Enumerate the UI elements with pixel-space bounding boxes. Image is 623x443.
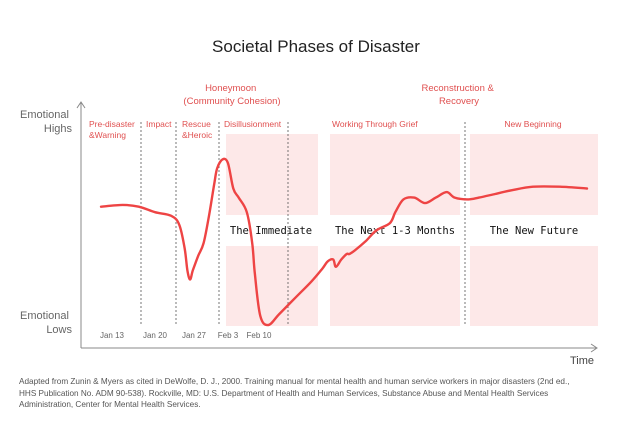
band-label-next-months: The Next 1-3 Months	[335, 225, 455, 237]
tick-label: Jan 20	[143, 331, 168, 340]
band-strips	[226, 215, 598, 246]
series-layer	[99, 157, 589, 327]
y-label-lows: Emotional Lows	[20, 310, 72, 336]
y-label-highs: Emotional Highs	[20, 109, 72, 135]
tick-label: Jan 27	[182, 331, 207, 340]
top-phase-reconstruction: Reconstruction & Recovery	[422, 83, 497, 107]
band-strip-new-future	[470, 215, 598, 246]
phase-label-impact: Impact	[146, 119, 172, 129]
band-label-new-future: The New Future	[490, 225, 579, 237]
band-strip-next-months	[330, 215, 460, 246]
phase-label-disillusionment: Disillusionment	[224, 119, 282, 129]
band-label-immediate: The Immediate	[230, 225, 312, 237]
top-phase-honeymoon: Honeymoon (Community Cohesion)	[183, 83, 280, 107]
phase-label-rescue: Rescue &Heroic	[182, 119, 213, 140]
phase-label-pre-disaster: Pre-disaster &Warning	[89, 119, 137, 140]
top-phase-labels: Honeymoon (Community Cohesion) Reconstru…	[183, 83, 497, 107]
band-strip-immediate	[226, 215, 318, 246]
x-ticks: Jan 13 Jan 20 Jan 27 Feb 3 Feb 10	[100, 331, 272, 340]
source-caption: Adapted from Zunin & Myers as cited in D…	[19, 377, 570, 409]
tick-label: Feb 10	[247, 331, 272, 340]
axes	[76, 101, 598, 353]
x-label-time: Time	[570, 355, 594, 367]
x-axis-arrow	[590, 343, 598, 353]
phase-label-new-beginning: New Beginning	[504, 119, 561, 129]
chart-title: Societal Phases of Disaster	[212, 37, 420, 56]
tick-label: Jan 13	[100, 331, 125, 340]
y-axis-arrow	[76, 101, 86, 109]
phase-dividers	[140, 122, 466, 326]
tick-label: Feb 3	[218, 331, 239, 340]
phase-labels: Pre-disaster &Warning Impact Rescue &Her…	[89, 119, 562, 140]
band-labels: The Immediate The Next 1-3 Months The Ne…	[230, 225, 578, 237]
phase-label-working-through-grief: Working Through Grief	[332, 119, 418, 129]
series-line-0	[99, 157, 589, 327]
